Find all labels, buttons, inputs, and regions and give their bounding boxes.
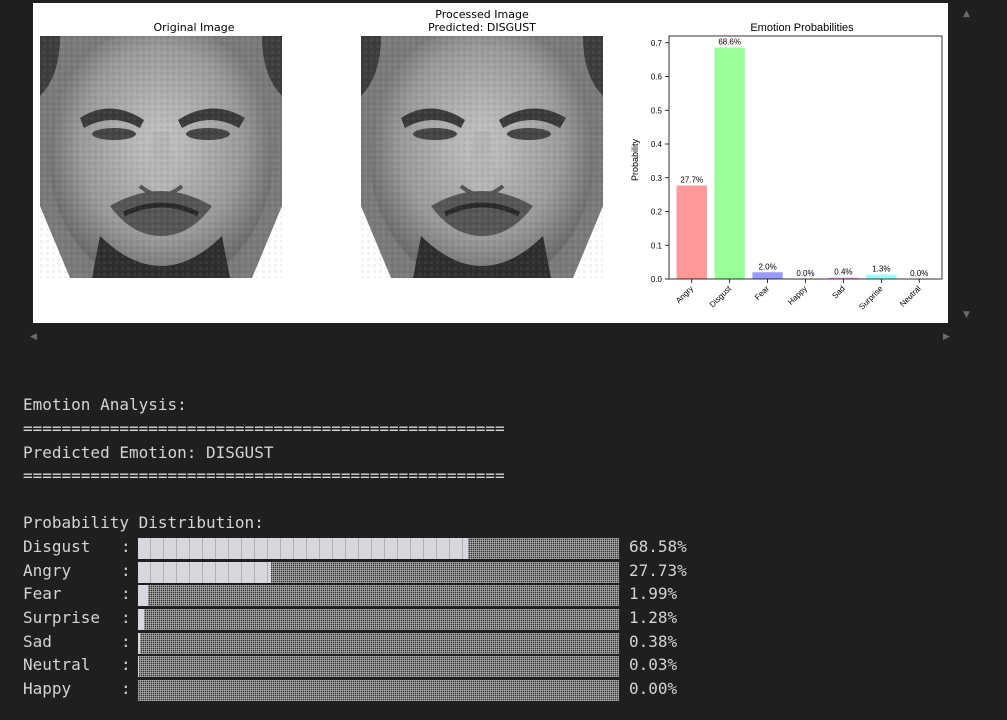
distribution-bar xyxy=(138,656,619,677)
distribution-row: Fear : 1.99% xyxy=(23,584,723,606)
distribution-bar-fill xyxy=(138,633,140,654)
distribution-colon: : xyxy=(121,608,131,627)
distribution-header: Probability Distribution: xyxy=(23,513,264,532)
chart-data-label: 2.0% xyxy=(758,262,776,271)
output-figure: Original Image Processed Image Predicted… xyxy=(33,3,948,323)
chart-x-tick-label: Sad xyxy=(830,284,846,300)
distribution-row: Sad : 0.38% xyxy=(23,632,723,654)
distribution-bar-fill xyxy=(138,609,145,630)
chart-y-tick-label: 0.6 xyxy=(651,73,663,82)
separator-bottom: ========================================… xyxy=(23,466,505,485)
processed-face-graphic xyxy=(361,36,603,278)
distribution-row: Happy : 0.00% xyxy=(23,679,723,701)
distribution-row: Surprise : 1.28% xyxy=(23,608,723,630)
predicted-emotion-text: Predicted Emotion: DISGUST xyxy=(23,443,274,462)
chart-x-tick-label: Happy xyxy=(786,284,809,307)
distribution-bar xyxy=(138,562,619,583)
chart-data-label: 1.3% xyxy=(872,265,890,274)
scroll-up-icon[interactable]: ▲ xyxy=(963,9,970,19)
distribution-colon: : xyxy=(121,632,131,651)
processed-image-title: Processed Image Predicted: DISGUST xyxy=(361,8,603,34)
distribution-label: Happy xyxy=(23,679,72,698)
distribution-bar xyxy=(138,609,619,630)
distribution-percent: 0.38% xyxy=(629,632,678,651)
distribution-label: Neutral xyxy=(23,655,91,674)
chart-plot-frame xyxy=(668,35,943,280)
distribution-percent: 27.73% xyxy=(629,561,687,580)
chart-x-tick-label: Surprise xyxy=(857,284,885,312)
distribution-colon: : xyxy=(121,561,131,580)
distribution-label: Sad xyxy=(23,632,52,651)
chart-bar xyxy=(752,272,783,279)
distribution-row: Angry : 27.73% xyxy=(23,561,723,583)
distribution-colon: : xyxy=(121,584,131,603)
chart-data-label: 0.0% xyxy=(796,269,814,278)
processed-image-title-line2: Predicted: DISGUST xyxy=(428,21,536,34)
processed-image-title-line1: Processed Image xyxy=(435,8,529,21)
chart-data-label: 0.0% xyxy=(910,269,928,278)
chart-x-tick-label: Disgust xyxy=(708,284,734,310)
distribution-bar xyxy=(138,633,619,654)
distribution-percent: 1.99% xyxy=(629,584,678,603)
chart-data-label: 27.7% xyxy=(680,176,703,185)
distribution-bar xyxy=(138,680,619,701)
scroll-left-icon[interactable]: ◀ xyxy=(30,332,37,342)
original-image-title: Original Image xyxy=(153,21,235,34)
distribution-label: Surprise xyxy=(23,608,101,627)
distribution-bar xyxy=(138,538,619,559)
chart-y-tick-label: 0.2 xyxy=(651,208,663,217)
distribution-row: Disgust : 68.58% xyxy=(23,537,723,559)
original-face-image xyxy=(40,36,282,278)
chart-y-tick-label: 0.4 xyxy=(651,140,663,149)
chart-title: Emotion Probabilities xyxy=(750,22,854,34)
distribution-bar-fill xyxy=(138,562,272,583)
scroll-right-icon[interactable]: ▶ xyxy=(943,332,950,342)
chart-x-tick-label: Angry xyxy=(674,284,695,305)
processed-face-image xyxy=(361,36,603,278)
chart-y-axis-label: Probability xyxy=(630,138,640,181)
distribution-label: Fear xyxy=(23,584,62,603)
chart-y-tick-label: 0.3 xyxy=(651,174,663,183)
distribution-colon: : xyxy=(121,537,131,556)
distribution-percent: 68.58% xyxy=(629,537,687,556)
chart-bar xyxy=(828,277,859,279)
distribution-percent: 0.03% xyxy=(629,655,678,674)
chart-data-label: 0.4% xyxy=(834,268,852,277)
chart-y-tick-label: 0.0 xyxy=(651,275,663,284)
chart-data-label: 68.6% xyxy=(718,37,741,46)
chart-bar xyxy=(866,274,897,279)
chart-y-tick-label: 0.7 xyxy=(651,39,663,48)
distribution-colon: : xyxy=(121,655,131,674)
chart-y-tick-label: 0.5 xyxy=(651,106,663,115)
separator-top: ========================================… xyxy=(23,419,505,438)
chart-x-tick-label: Neutral xyxy=(898,284,923,309)
distribution-percent: 1.28% xyxy=(629,608,678,627)
distribution-bar-fill xyxy=(138,585,148,606)
analysis-header: Emotion Analysis: xyxy=(23,395,187,414)
distribution-bar xyxy=(138,585,619,606)
distribution-label: Disgust xyxy=(23,537,91,556)
distribution-colon: : xyxy=(121,679,131,698)
distribution-bar-fill xyxy=(138,538,468,559)
distribution-label: Angry xyxy=(23,561,72,580)
distribution-row: Neutral : 0.03% xyxy=(23,655,723,677)
emotion-chart: Emotion Probabilities Probability 0.0 0.1… xyxy=(630,22,943,312)
chart-bar xyxy=(714,47,745,279)
chart-x-tick-label: Fear xyxy=(753,284,771,302)
chart-y-tick-label: 0.1 xyxy=(651,241,663,250)
distribution-percent: 0.00% xyxy=(629,679,678,698)
original-face-graphic xyxy=(40,36,282,278)
chart-bar xyxy=(676,185,707,279)
scroll-down-icon[interactable]: ▼ xyxy=(963,310,970,320)
